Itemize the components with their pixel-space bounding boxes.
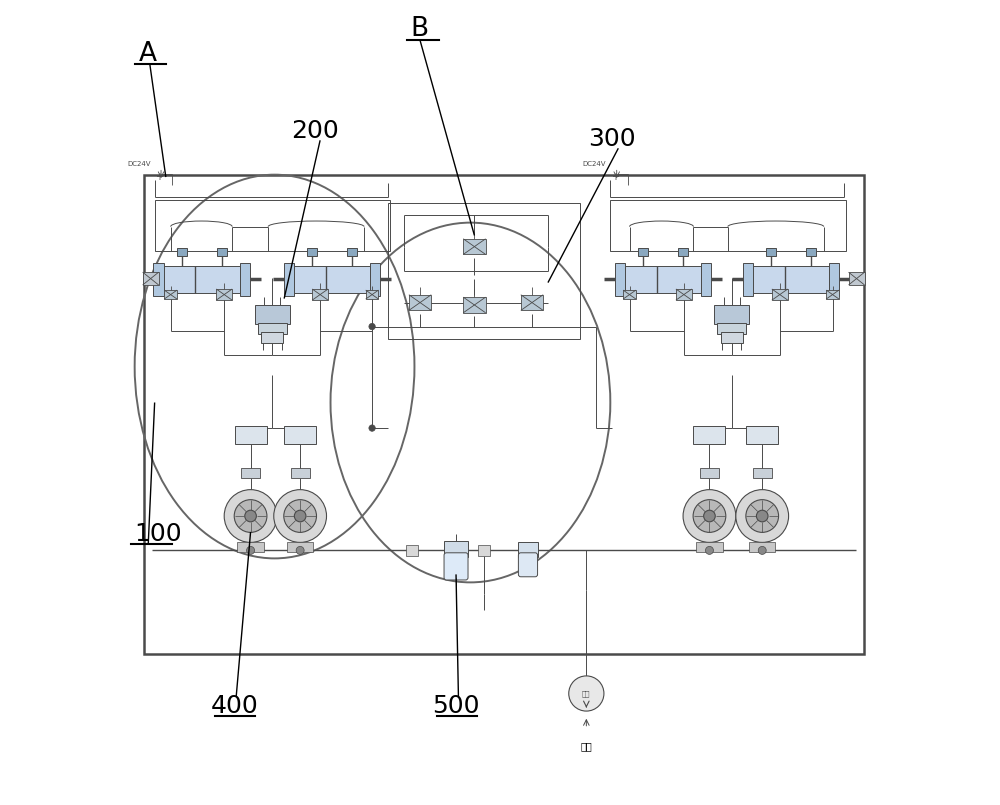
Circle shape <box>284 500 316 532</box>
Bar <box>444 541 468 557</box>
Bar <box>153 263 164 295</box>
Bar <box>261 332 283 344</box>
Bar <box>766 248 776 256</box>
Bar <box>258 323 287 334</box>
Circle shape <box>245 510 256 522</box>
Bar <box>522 545 534 556</box>
Circle shape <box>296 547 304 555</box>
Bar <box>625 266 701 292</box>
Text: +: + <box>155 172 163 182</box>
Bar <box>347 248 357 256</box>
FancyBboxPatch shape <box>518 553 538 576</box>
Text: 200: 200 <box>291 118 338 142</box>
Circle shape <box>693 500 726 532</box>
Circle shape <box>234 500 267 532</box>
Bar <box>241 468 260 477</box>
Bar <box>615 263 625 295</box>
Bar <box>743 263 753 295</box>
Text: 400: 400 <box>211 694 258 718</box>
Bar <box>753 266 829 292</box>
Bar <box>177 248 187 256</box>
Bar <box>237 543 264 552</box>
Text: DC24V: DC24V <box>127 162 151 167</box>
Bar <box>366 290 378 299</box>
Bar <box>772 289 788 300</box>
Bar <box>388 203 580 339</box>
Bar <box>143 272 159 285</box>
Bar <box>409 295 431 311</box>
Bar <box>216 289 232 300</box>
Bar <box>714 305 749 324</box>
Bar <box>717 323 746 334</box>
Circle shape <box>758 547 766 555</box>
Bar <box>463 297 486 313</box>
Bar <box>693 427 725 444</box>
Circle shape <box>569 676 604 711</box>
Circle shape <box>369 324 375 330</box>
Bar <box>623 290 636 299</box>
Bar <box>753 468 772 477</box>
Bar <box>478 545 490 556</box>
Text: 100: 100 <box>134 522 181 547</box>
Bar <box>829 263 839 295</box>
Bar <box>312 289 328 300</box>
Bar <box>700 468 719 477</box>
Text: 气源: 气源 <box>580 741 592 751</box>
Bar <box>638 248 648 256</box>
Bar <box>287 543 313 552</box>
Bar <box>849 272 865 285</box>
Circle shape <box>736 489 789 543</box>
Bar <box>678 248 688 256</box>
Bar <box>217 248 227 256</box>
Bar <box>746 427 778 444</box>
Bar <box>610 200 846 250</box>
Bar <box>721 332 743 344</box>
Bar <box>676 289 692 300</box>
Bar <box>701 263 711 295</box>
Bar <box>521 295 543 311</box>
Bar <box>806 248 816 256</box>
FancyBboxPatch shape <box>444 553 468 580</box>
Bar <box>696 543 723 552</box>
Bar <box>463 239 486 254</box>
Bar <box>284 427 316 444</box>
Text: +: + <box>611 172 619 182</box>
Bar <box>240 263 250 295</box>
Circle shape <box>756 510 768 522</box>
Bar <box>164 266 240 292</box>
Bar <box>406 545 418 556</box>
Text: B: B <box>410 16 429 42</box>
Bar <box>370 263 380 295</box>
Text: A: A <box>139 41 157 67</box>
Bar <box>291 468 310 477</box>
Bar <box>307 248 317 256</box>
Text: 300: 300 <box>588 126 636 151</box>
Bar <box>255 305 290 324</box>
Circle shape <box>294 510 306 522</box>
Text: 气源: 气源 <box>582 690 591 697</box>
Text: 500: 500 <box>432 694 480 718</box>
Bar <box>294 266 370 292</box>
Bar <box>144 175 864 654</box>
Circle shape <box>247 547 255 555</box>
Bar <box>749 543 775 552</box>
Circle shape <box>224 489 277 543</box>
Bar <box>284 263 294 295</box>
Circle shape <box>274 489 327 543</box>
Bar <box>235 427 267 444</box>
Circle shape <box>705 547 713 555</box>
Circle shape <box>704 510 715 522</box>
Bar <box>518 543 538 557</box>
Circle shape <box>683 489 736 543</box>
Bar <box>826 290 839 299</box>
Circle shape <box>746 500 779 532</box>
Text: DC24V: DC24V <box>583 162 606 167</box>
Circle shape <box>369 425 375 431</box>
Bar <box>164 290 177 299</box>
Bar <box>155 200 390 250</box>
